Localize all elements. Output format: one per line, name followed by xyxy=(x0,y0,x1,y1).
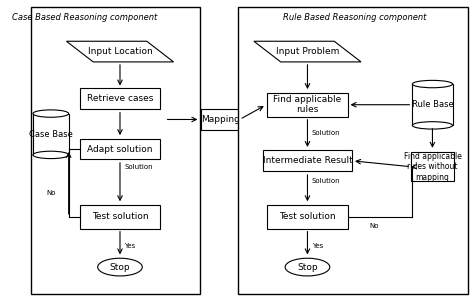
FancyBboxPatch shape xyxy=(80,89,160,109)
FancyBboxPatch shape xyxy=(411,152,454,181)
Text: Test solution: Test solution xyxy=(279,212,336,221)
Text: No: No xyxy=(46,190,55,196)
FancyBboxPatch shape xyxy=(80,139,160,159)
Text: Find applicable
rules: Find applicable rules xyxy=(273,95,342,114)
Text: Input Problem: Input Problem xyxy=(276,47,339,56)
Text: Input Location: Input Location xyxy=(88,47,152,56)
Text: Rule Based Reasoning component: Rule Based Reasoning component xyxy=(283,13,426,22)
Text: No: No xyxy=(370,223,379,229)
Text: Solution: Solution xyxy=(312,179,340,184)
FancyBboxPatch shape xyxy=(238,7,468,294)
Ellipse shape xyxy=(412,122,453,129)
Ellipse shape xyxy=(412,80,453,88)
Text: Intermediate Result: Intermediate Result xyxy=(263,156,352,165)
Text: Case Base: Case Base xyxy=(29,130,73,139)
Text: Solution: Solution xyxy=(312,130,340,136)
Text: Stop: Stop xyxy=(297,263,318,271)
Text: Yes: Yes xyxy=(125,243,136,249)
Text: Retrieve cases: Retrieve cases xyxy=(87,94,153,103)
Text: Find applicable
rules without
mapping: Find applicable rules without mapping xyxy=(403,152,461,181)
Ellipse shape xyxy=(285,258,330,276)
Text: Solution: Solution xyxy=(125,164,153,170)
FancyBboxPatch shape xyxy=(201,109,239,130)
FancyBboxPatch shape xyxy=(33,114,69,155)
FancyBboxPatch shape xyxy=(31,7,201,294)
FancyBboxPatch shape xyxy=(263,150,352,171)
Ellipse shape xyxy=(33,110,69,117)
Polygon shape xyxy=(66,41,173,62)
Text: Adapt solution: Adapt solution xyxy=(87,145,153,153)
Text: Stop: Stop xyxy=(109,263,130,271)
Polygon shape xyxy=(254,41,361,62)
Text: Yes: Yes xyxy=(312,243,323,249)
Text: Rule Base: Rule Base xyxy=(411,100,453,109)
Text: Case Based Reasoning component: Case Based Reasoning component xyxy=(12,13,157,22)
Ellipse shape xyxy=(33,151,69,159)
FancyBboxPatch shape xyxy=(267,205,347,229)
Text: Mapping: Mapping xyxy=(201,115,240,124)
FancyBboxPatch shape xyxy=(267,93,347,117)
Text: Test solution: Test solution xyxy=(91,212,148,221)
FancyBboxPatch shape xyxy=(80,205,160,229)
FancyBboxPatch shape xyxy=(412,84,453,125)
Ellipse shape xyxy=(98,258,142,276)
